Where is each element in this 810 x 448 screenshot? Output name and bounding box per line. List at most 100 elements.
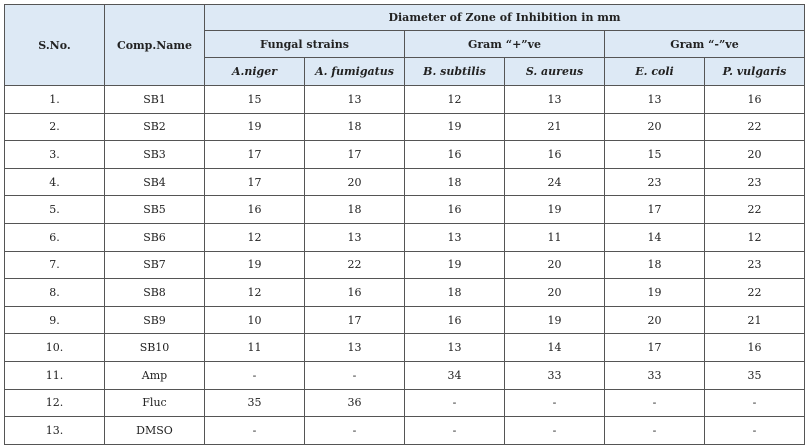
table-row: 8. SB8 12 16 18 20 19 22 [4,278,806,307]
table-row: 13. DMSO - - - - - - [4,416,806,445]
header-cell: Fungal strains [204,30,405,58]
table-cell: 24 [504,167,605,197]
table-cell: 18 [604,250,705,280]
header-cell: S. aureus [504,57,605,86]
table-cell: 15 [204,85,305,114]
table-cell: 17 [304,305,405,335]
table-cell: 11 [504,222,605,252]
table-cell: 20 [304,167,405,197]
table-cell: 22 [304,250,405,280]
table-cell: 16 [404,195,505,224]
table-cell: - [703,388,806,418]
table-row: 9. SB9 10 17 16 19 20 21 [4,305,806,335]
table-cell: 10 [204,305,305,335]
table-cell: 8. [4,278,105,307]
table-cell: 16 [703,333,806,362]
table-row: 2. SB2 19 18 19 21 20 22 [4,112,806,142]
header-cell: P. vulgaris [703,57,806,86]
table-cell: 19 [404,112,505,142]
table-row: 10. SB10 11 13 13 14 17 16 [4,333,806,362]
table-cell: 18 [304,195,405,224]
table-cell: 17 [604,195,705,224]
table-cell: - [504,416,605,445]
table-cell: 20 [604,305,705,335]
table-cell: SB10 [104,333,205,362]
table-cell: 23 [703,250,806,280]
table-cell: 19 [604,278,705,307]
header-cell: E. coli [604,57,705,86]
table-cell: 12 [204,222,305,252]
table-cell: 22 [703,278,806,307]
table-cell: 18 [404,167,505,197]
table-cell: 33 [504,360,605,390]
table-cell: 12. [4,388,105,418]
table-cell: 13 [604,85,705,114]
table-cell: SB9 [104,305,205,335]
table-cell: 16 [404,140,505,169]
table-cell: 13 [304,85,405,114]
table-cell: 20 [703,140,806,169]
table-cell: SB3 [104,140,205,169]
header-cell: Gram “+”ve [404,30,605,58]
table-cell: Amp [104,360,205,390]
table-row: 11. Amp - -34 33 33 35 [4,360,806,390]
header-cell: A.niger [204,57,305,86]
header-cell: Diameter of Zone of Inhibition in mm [203,4,806,31]
table-cell: SB7 [104,250,205,280]
table-row: 12. Fluc 35 36- - - - [4,388,806,418]
table-cell: 13 [304,222,405,252]
table-cell: 21 [703,305,806,335]
table-cell: SB6 [104,222,205,252]
table-cell: 6. [4,222,105,252]
table-cell: 12 [204,278,305,307]
table-cell: 1. [4,85,105,114]
header-cell: B. subtilis [404,57,505,86]
table-cell: 20 [504,278,605,307]
table-cell: 20 [604,112,705,142]
table-cell: 4. [4,167,105,197]
table-cell: 3. [4,140,105,169]
table-cell: 19 [204,112,305,142]
table-cell: 7. [4,250,105,280]
table-cell: 5. [4,195,105,224]
header-cell: A. fumigatus [304,57,405,86]
table-row: 1. SB1 15 13 12 13 13 16 [4,85,806,114]
table-cell: - [304,360,405,390]
table-cell: 22 [703,195,806,224]
table-cell: 19 [504,195,605,224]
table-cell: 23 [703,167,806,197]
table-cell: 2. [4,112,105,142]
table-cell: 12 [404,85,505,114]
table-header: S.No. Comp.Name Diameter of Zone of Inhi… [4,4,806,86]
table-cell: 17 [304,140,405,169]
table-cell: 16 [204,195,305,224]
table-cell: 22 [703,112,806,142]
table-row: 7. SB7 19 22 19 20 18 23 [4,250,806,280]
table-cell: SB1 [104,85,205,114]
table-cell: 13 [504,85,605,114]
table-row: 5. SB5 16 18 16 19 17 22 [4,195,806,224]
table-cell: DMSO [104,416,205,445]
table-cell: - [703,416,806,445]
table-cell: 17 [604,333,705,362]
table-cell: 34 [404,360,505,390]
table-body: 1. SB1 15 13 12 13 13 16 2. SB2 19 18 19 21 20 22 3. SB3 1… [4,85,806,445]
table-cell: - [204,360,305,390]
table-cell: 16 [304,278,405,307]
table-cell: SB8 [104,278,205,307]
table-cell: 19 [204,250,305,280]
inhibition-table: S.No. Comp.Name Diameter of Zone of Inhi… [4,4,806,445]
table-cell: - [304,416,405,445]
table-cell: 9. [4,305,105,335]
table-cell: 14 [604,222,705,252]
table-row: 4. SB4 17 20 18 24 23 23 [4,167,806,197]
table-cell: 18 [304,112,405,142]
table-cell: 23 [604,167,705,197]
table-cell: 20 [504,250,605,280]
table-cell: 13 [404,222,505,252]
table-cell: 17 [204,167,305,197]
header-cell: S.No. [4,4,105,86]
table-cell: 19 [504,305,605,335]
table-row: 3. SB3 17 17 16 16 15 20 [4,140,806,169]
